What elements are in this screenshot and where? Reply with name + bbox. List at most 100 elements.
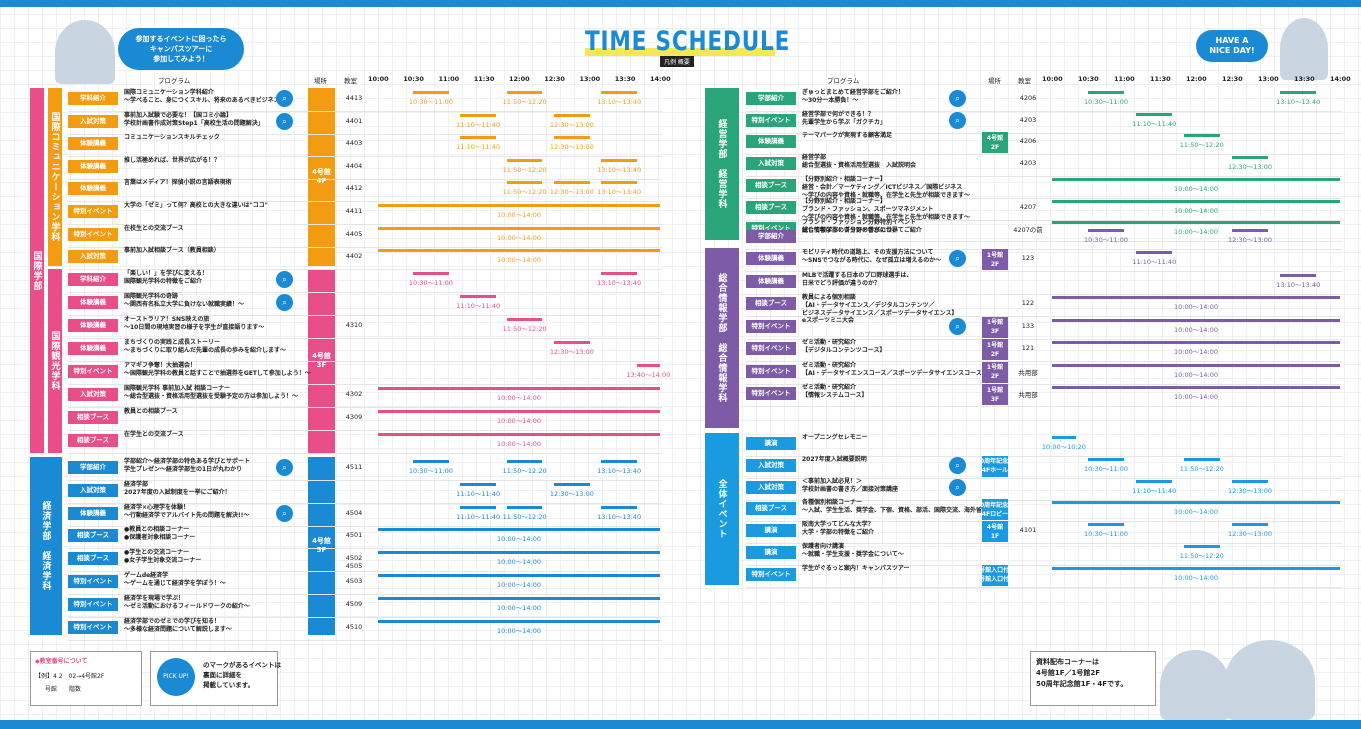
pickup-note: PICK UP! のマークがあるイベントは 裏面に詳細を 掲載しています。 xyxy=(150,651,281,706)
pickup-icon[interactable]: ⌕ xyxy=(949,478,966,496)
place-label: 50周年記念館 4Fロビー xyxy=(976,499,1014,521)
time-label: 10:30～11:00 xyxy=(408,467,453,475)
time-bar[interactable] xyxy=(1136,251,1173,254)
pickup-icon[interactable]: ⌕ xyxy=(276,271,293,288)
pickup-icon[interactable]: ⌕ xyxy=(949,456,966,474)
pickup-icon[interactable]: ⌕ xyxy=(949,250,966,267)
time-bar[interactable] xyxy=(378,387,660,390)
schedule-row: 相談ブース 各種個別相談コーナー ～入試、学生生活、奨学金、下宿、資格、部活、国際… xyxy=(746,498,1342,521)
time-bar[interactable] xyxy=(1088,457,1124,461)
program-title: 事前加入試験で必要な！【国コミ小論】 学校計画書作成対策Step1「高校生活の問… xyxy=(124,111,264,127)
time-label: 10:00～14:00 xyxy=(497,233,541,242)
time-bar[interactable] xyxy=(507,460,543,463)
time-bar[interactable] xyxy=(507,181,543,185)
time-bar[interactable] xyxy=(1088,91,1124,94)
band-general-events: 全体イベント xyxy=(705,433,739,585)
time-bar[interactable] xyxy=(1052,363,1340,367)
pickup-icon[interactable]: ⌕ xyxy=(949,111,966,129)
schedule-row: 体験講義 言葉はメディア！探偵小説の言語表現術 4412 11:50～12:20 12:… xyxy=(68,178,662,201)
time-bar[interactable] xyxy=(378,574,660,577)
time-bar[interactable] xyxy=(378,410,660,413)
time-bar[interactable] xyxy=(601,158,637,162)
pickup-icon[interactable]: ⌕ xyxy=(949,317,966,335)
time-bar[interactable] xyxy=(460,113,496,117)
time-bar[interactable] xyxy=(601,181,637,185)
time-bar[interactable] xyxy=(507,91,543,94)
time-bar[interactable] xyxy=(378,249,660,253)
time-bar[interactable] xyxy=(460,295,496,298)
time-bar[interactable] xyxy=(1280,273,1317,277)
category-label: 特別イベント xyxy=(68,620,118,634)
time-bar[interactable] xyxy=(413,91,449,94)
time-bar[interactable] xyxy=(601,91,637,94)
time-bar[interactable] xyxy=(1232,228,1268,232)
time-bar[interactable] xyxy=(1232,523,1268,527)
time-bar[interactable] xyxy=(601,272,637,275)
time-bar[interactable] xyxy=(378,551,660,555)
pickup-icon[interactable]: ⌕ xyxy=(276,90,293,107)
time-bar[interactable] xyxy=(1183,545,1220,548)
time-bar[interactable] xyxy=(1052,501,1340,505)
time-bar[interactable] xyxy=(1052,341,1340,344)
row-divider xyxy=(68,548,662,550)
time-bar[interactable] xyxy=(1232,479,1268,483)
time-bar[interactable] xyxy=(554,341,590,344)
row-divider xyxy=(68,156,662,158)
time-bar[interactable] xyxy=(636,364,660,367)
time-bar[interactable] xyxy=(554,113,590,117)
category-label: 入試対策 xyxy=(68,388,118,401)
pickup-icon[interactable]: ⌕ xyxy=(276,459,293,476)
time-label: 10:00～14:00 xyxy=(1174,184,1218,193)
time-bar[interactable] xyxy=(1052,386,1340,389)
room-number: 4511 xyxy=(345,463,363,471)
time-bar[interactable] xyxy=(460,505,496,509)
category-label: 学科紹介 xyxy=(68,92,118,105)
time-bar[interactable] xyxy=(1052,177,1340,181)
time-bar[interactable] xyxy=(507,318,543,321)
schedule-row: 学科紹介 「楽しい！」を学びに変える！ 国際観光学科の特徴をご紹介 ⌕ 10:30～1… xyxy=(68,269,662,292)
time-bar[interactable] xyxy=(1052,296,1340,299)
time-bar[interactable] xyxy=(1052,436,1076,439)
time-bar[interactable] xyxy=(378,226,660,230)
row-divider xyxy=(746,521,1342,523)
time-bar[interactable] xyxy=(460,482,496,486)
materials-note: 資料配布コーナーは 4号館1F／1号館2F 50周年記念館1F・4Fです。 xyxy=(1030,651,1156,706)
time-bar[interactable] xyxy=(1136,479,1173,483)
time-bar[interactable] xyxy=(1088,523,1124,527)
time-bar[interactable] xyxy=(554,136,590,140)
time-bar[interactable] xyxy=(1052,199,1340,203)
time-bar[interactable] xyxy=(1183,134,1220,138)
time-bar[interactable] xyxy=(378,433,660,436)
time-label: 12:30～13:00 xyxy=(549,489,594,498)
time-tick: 14:00 xyxy=(650,75,671,83)
time-bar[interactable] xyxy=(378,528,660,532)
time-bar[interactable] xyxy=(378,596,660,600)
program-title: ゼミ活動・研究紹介 【情報システムコース】 xyxy=(802,384,868,399)
header-place-left: 場所 xyxy=(314,77,327,85)
time-bar[interactable] xyxy=(554,482,590,486)
time-bar[interactable] xyxy=(601,460,637,463)
time-bar[interactable] xyxy=(1052,566,1340,570)
time-bar[interactable] xyxy=(413,460,449,463)
time-bar[interactable] xyxy=(1183,457,1220,461)
time-bar[interactable] xyxy=(413,272,449,275)
pickup-icon[interactable]: ⌕ xyxy=(949,90,966,107)
time-bar[interactable] xyxy=(507,158,543,162)
time-tick: 10:00 xyxy=(1042,75,1063,83)
time-bar[interactable] xyxy=(378,619,660,623)
time-bar[interactable] xyxy=(601,505,637,509)
time-bar[interactable] xyxy=(1280,91,1317,94)
time-bar[interactable] xyxy=(507,505,543,509)
time-bar[interactable] xyxy=(554,181,590,185)
pickup-icon[interactable]: ⌕ xyxy=(276,294,293,311)
time-bar[interactable] xyxy=(460,136,496,140)
time-bar[interactable] xyxy=(378,204,660,207)
time-bar[interactable] xyxy=(1232,156,1268,160)
place-label: 1号館 2F xyxy=(982,249,1008,270)
pickup-icon[interactable]: ⌕ xyxy=(276,504,293,522)
time-bar[interactable] xyxy=(1088,228,1124,232)
time-bar[interactable] xyxy=(1136,112,1173,116)
pickup-icon[interactable]: ⌕ xyxy=(276,112,293,130)
time-bar[interactable] xyxy=(1052,318,1340,322)
time-bar[interactable] xyxy=(1052,221,1340,225)
